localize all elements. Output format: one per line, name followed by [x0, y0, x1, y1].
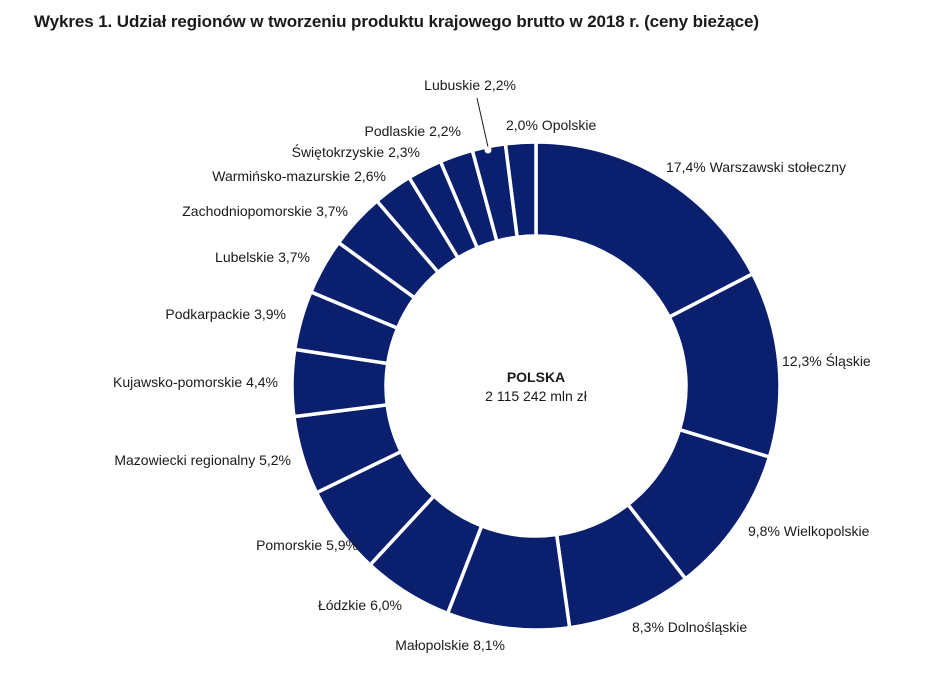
labels-group: 17,4% Warszawski stołeczny 12,3% Śląskie 9…	[113, 77, 871, 653]
slice-label: Zachodniopomorskie 3,7%	[182, 203, 348, 219]
slice-label: 12,3% Śląskie	[782, 352, 871, 369]
lubuskie-leader-line	[476, 97, 489, 148]
lubuskie-leader-dot	[484, 146, 492, 154]
slice-label: Mazowiecki regionalny 5,2%	[114, 452, 291, 468]
slice-label: 17,4% Warszawski stołeczny	[666, 159, 846, 175]
slices-group	[290, 140, 782, 632]
slice-label: Małopolskie 8,1%	[395, 637, 505, 653]
slice-label: Podkarpackie 3,9%	[165, 306, 286, 322]
center-value: 2 115 242 mln zł	[485, 388, 588, 404]
slice-label: Lubelskie 3,7%	[215, 249, 310, 265]
slice-label: Łódzkie 6,0%	[318, 597, 402, 613]
slice-label: Podlaskie 2,2%	[364, 123, 461, 139]
slice-label: Świętokrzyskie 2,3%	[292, 143, 420, 160]
slice-label: 9,8% Wielkopolskie	[748, 523, 870, 539]
slice-label: Pomorskie 5,9%	[256, 537, 358, 553]
slice-label: Lubuskie 2,2%	[424, 77, 516, 93]
chart-title: Wykres 1. Udział regionów w tworzeniu pr…	[34, 12, 759, 31]
slice-label: 8,3% Dolnośląskie	[632, 619, 747, 635]
slice-label: 2,0% Opolskie	[506, 117, 596, 133]
center-title: POLSKA	[507, 369, 565, 385]
slice-opolskie	[503, 140, 538, 239]
slice-label: Kujawsko-pomorskie 4,4%	[113, 374, 278, 390]
slice-label: Warmińsko-mazurskie 2,6%	[212, 168, 386, 184]
